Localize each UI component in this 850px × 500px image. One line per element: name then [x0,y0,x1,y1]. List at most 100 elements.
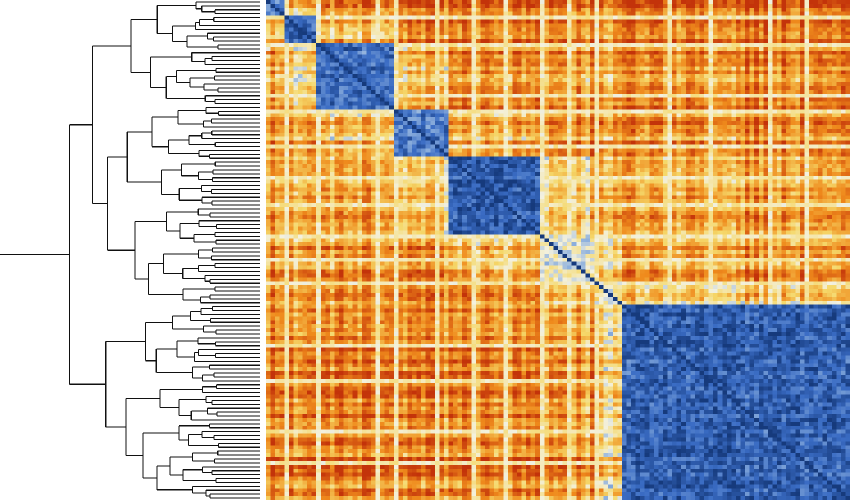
heatmap-cell [316,19,322,25]
heatmap-cell [676,117,682,122]
heatmap-cell [443,109,450,114]
heatmap-cell [763,109,769,114]
heatmap-cell [370,82,377,87]
heatmap-cell [402,85,409,91]
heatmap-cell [667,7,673,13]
heatmap-cell [827,78,833,83]
heatmap-cell [439,0,445,5]
heatmap-cell [767,93,774,99]
heatmap-cell [370,0,377,5]
heatmap-cell [316,11,322,17]
heatmap-cell [589,58,596,64]
heatmap-cell [758,58,764,64]
heatmap-cell [667,66,673,71]
heatmap-cell [339,85,345,91]
heatmap-cell [553,85,559,91]
heatmap-cell [740,58,746,64]
heatmap-cell [535,46,541,52]
heatmap-cell [726,85,732,91]
heatmap-cell [644,50,650,56]
heatmap-cell [571,117,577,122]
heatmap-cell [375,7,381,13]
heatmap-cell [589,97,596,103]
heatmap-cell [818,62,824,68]
heatmap-cell [389,136,395,142]
heatmap-cell [544,19,550,25]
heatmap-cell [567,35,573,40]
heatmap-cell [831,101,837,107]
heatmap-cell [297,109,304,114]
heatmap-cell [407,42,413,48]
heatmap-cell [831,132,837,138]
heatmap-cell [571,74,577,79]
heatmap-cell [713,42,719,48]
heatmap-cell [407,62,413,68]
heatmap-cell [567,7,573,13]
heatmap-cell [398,132,404,138]
heatmap-cell [589,31,596,36]
heatmap-cell [822,121,828,126]
heatmap-cell [799,89,805,95]
heatmap-cell [275,140,281,146]
heatmap-cell [631,39,637,44]
heatmap-cell [475,58,482,64]
heatmap-cell [279,128,285,134]
heatmap-cell [416,23,422,28]
heatmap-cell [334,101,340,107]
heatmap-cell [357,46,363,52]
heatmap-cell [448,58,454,64]
heatmap-cell [708,58,714,64]
heatmap-cell [649,109,655,114]
heatmap-cell [640,54,646,60]
heatmap-cell [471,78,477,83]
heatmap-cell [462,132,468,138]
heatmap-cell [708,50,714,56]
heatmap-cell [430,113,436,118]
heatmap-cell [325,66,331,71]
heatmap-cell [621,31,628,36]
heatmap-cell [781,105,787,110]
heatmap-cell [786,82,792,87]
heatmap-cell [311,85,317,91]
heatmap-cell [434,62,440,68]
heatmap-cell [840,62,847,68]
heatmap-cell [786,97,792,103]
heatmap-cell [717,31,723,36]
heatmap-cell [466,89,472,95]
heatmap-cell [799,132,805,138]
heatmap-cell [430,89,436,95]
heatmap-cell [425,89,431,95]
heatmap-cell [361,128,367,134]
heatmap-cell [704,0,710,5]
heatmap-cell [745,15,751,21]
heatmap-cell [284,54,290,60]
heatmap-cell [767,74,774,79]
heatmap-cell [813,50,819,56]
heatmap-cell [453,105,459,110]
heatmap-cell [621,105,628,110]
heatmap-cell [818,70,824,75]
heatmap-cell [421,3,427,9]
heatmap-cell [526,54,532,60]
heatmap-cell [512,70,518,75]
heatmap-cell [293,74,299,79]
heatmap-cell [694,23,701,28]
heatmap-cell [808,58,815,64]
heatmap-cell [539,54,545,60]
heatmap-cell [475,82,482,87]
heatmap-cell [284,39,290,44]
heatmap-cell [708,23,714,28]
heatmap-cell [845,132,850,138]
heatmap-cell [480,31,486,36]
heatmap-cell [608,3,614,9]
heatmap-cell [580,66,586,71]
heatmap-cell [320,109,326,114]
heatmap-cell [831,23,837,28]
heatmap-cell [357,15,363,21]
heatmap-cell [311,128,317,134]
heatmap-cell [681,46,687,52]
heatmap-cell [498,46,504,52]
heatmap-cell [548,0,555,5]
heatmap-cell [320,128,326,134]
heatmap-cell [808,54,815,60]
